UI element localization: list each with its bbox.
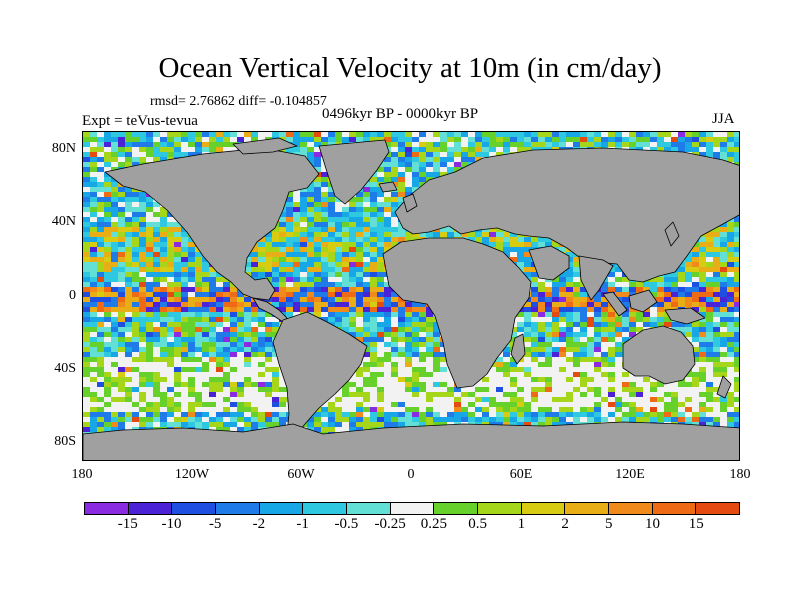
colorbar-cell: [521, 503, 566, 514]
landmass-arabia: [528, 245, 570, 281]
colorbar-label: 5: [605, 516, 613, 532]
lat-tick-40s: 40S: [54, 361, 76, 376]
colorbar-cell: [565, 503, 610, 514]
colorbar-label: 0.5: [468, 516, 487, 532]
colorbar-label: 0.25: [420, 516, 447, 532]
lon-tick-180e: 180: [729, 467, 751, 482]
land-masses: [83, 137, 739, 460]
colorbar-label: 1: [517, 516, 526, 532]
lon-tick-60w: 60W: [287, 467, 315, 482]
colorbar-label: -1: [296, 516, 309, 532]
colorbar: [84, 502, 740, 515]
lat-tick-80n: 80N: [51, 141, 76, 156]
landmass-japan: [664, 221, 680, 247]
landmass-new-guinea: [664, 307, 706, 325]
lon-tick-60e: 60E: [509, 467, 533, 482]
colorbar-cell: [478, 503, 522, 514]
colorbar-cell: [652, 503, 697, 514]
colorbar-label: -0.25: [374, 516, 406, 532]
colorbar-cell: [696, 503, 740, 514]
colorbar-label: 2: [561, 516, 569, 532]
landmass-south-america: [272, 311, 368, 437]
lat-tick-80s: 80S: [54, 434, 76, 449]
colorbar-label: -15: [117, 516, 138, 532]
lat-tick-0: 0: [69, 288, 76, 303]
colorbar-cell: [390, 503, 435, 514]
landmass-british-isles: [402, 193, 418, 213]
landmass-antarctica: [83, 421, 739, 460]
colorbar-label: 15: [688, 516, 704, 532]
lon-tick-120e: 120E: [615, 467, 645, 482]
season-label: JJA: [712, 111, 735, 127]
landmass-australia: [622, 325, 696, 385]
lat-tick-40n: 40N: [51, 214, 76, 229]
landmass-north-america: [104, 147, 320, 301]
lon-tick-0: 0: [407, 467, 415, 482]
colorbar-label: -10: [161, 516, 182, 532]
landmass-africa: [382, 237, 532, 389]
period-text: 0496kyr BP - 0000kyr BP: [322, 106, 479, 122]
landmass-new-zealand: [716, 375, 732, 399]
world-map: [83, 132, 739, 460]
lon-tick-180w: 180: [71, 467, 93, 482]
landmass-sumatra: [602, 291, 628, 317]
landmass-greenland: [318, 139, 390, 205]
colorbar-cell: [303, 503, 348, 514]
colorbar-label: -0.5: [334, 516, 359, 532]
colorbar-cell: [216, 503, 260, 514]
landmass-india: [578, 255, 614, 301]
map-title: Ocean Vertical Velocity at 10m (in cm/da…: [158, 52, 662, 84]
colorbar-cell: [434, 503, 479, 514]
landmass-madagascar: [510, 333, 526, 365]
landmass-arctic-islands: [232, 137, 298, 155]
colorbar-label: -2: [252, 516, 266, 532]
map-panel: [82, 131, 740, 461]
experiment-label: Expt = teVus-tevua: [82, 113, 198, 129]
colorbar-label: 10: [645, 516, 661, 532]
colorbar-cell: [347, 503, 391, 514]
lon-tick-120w: 120W: [174, 467, 210, 482]
landmass-borneo: [628, 289, 658, 313]
landmass-iceland: [378, 181, 398, 193]
stats-text: rmsd= 2.76862 diff= -0.104857: [150, 94, 327, 109]
colorbar-cell: [259, 503, 304, 514]
colorbar-cell: [128, 503, 173, 514]
colorbar-cell: [85, 503, 129, 514]
colorbar-cell: [172, 503, 217, 514]
colorbar-label: -5: [208, 516, 222, 532]
colorbar-cell: [609, 503, 653, 514]
landmass-eurasia: [394, 147, 739, 283]
